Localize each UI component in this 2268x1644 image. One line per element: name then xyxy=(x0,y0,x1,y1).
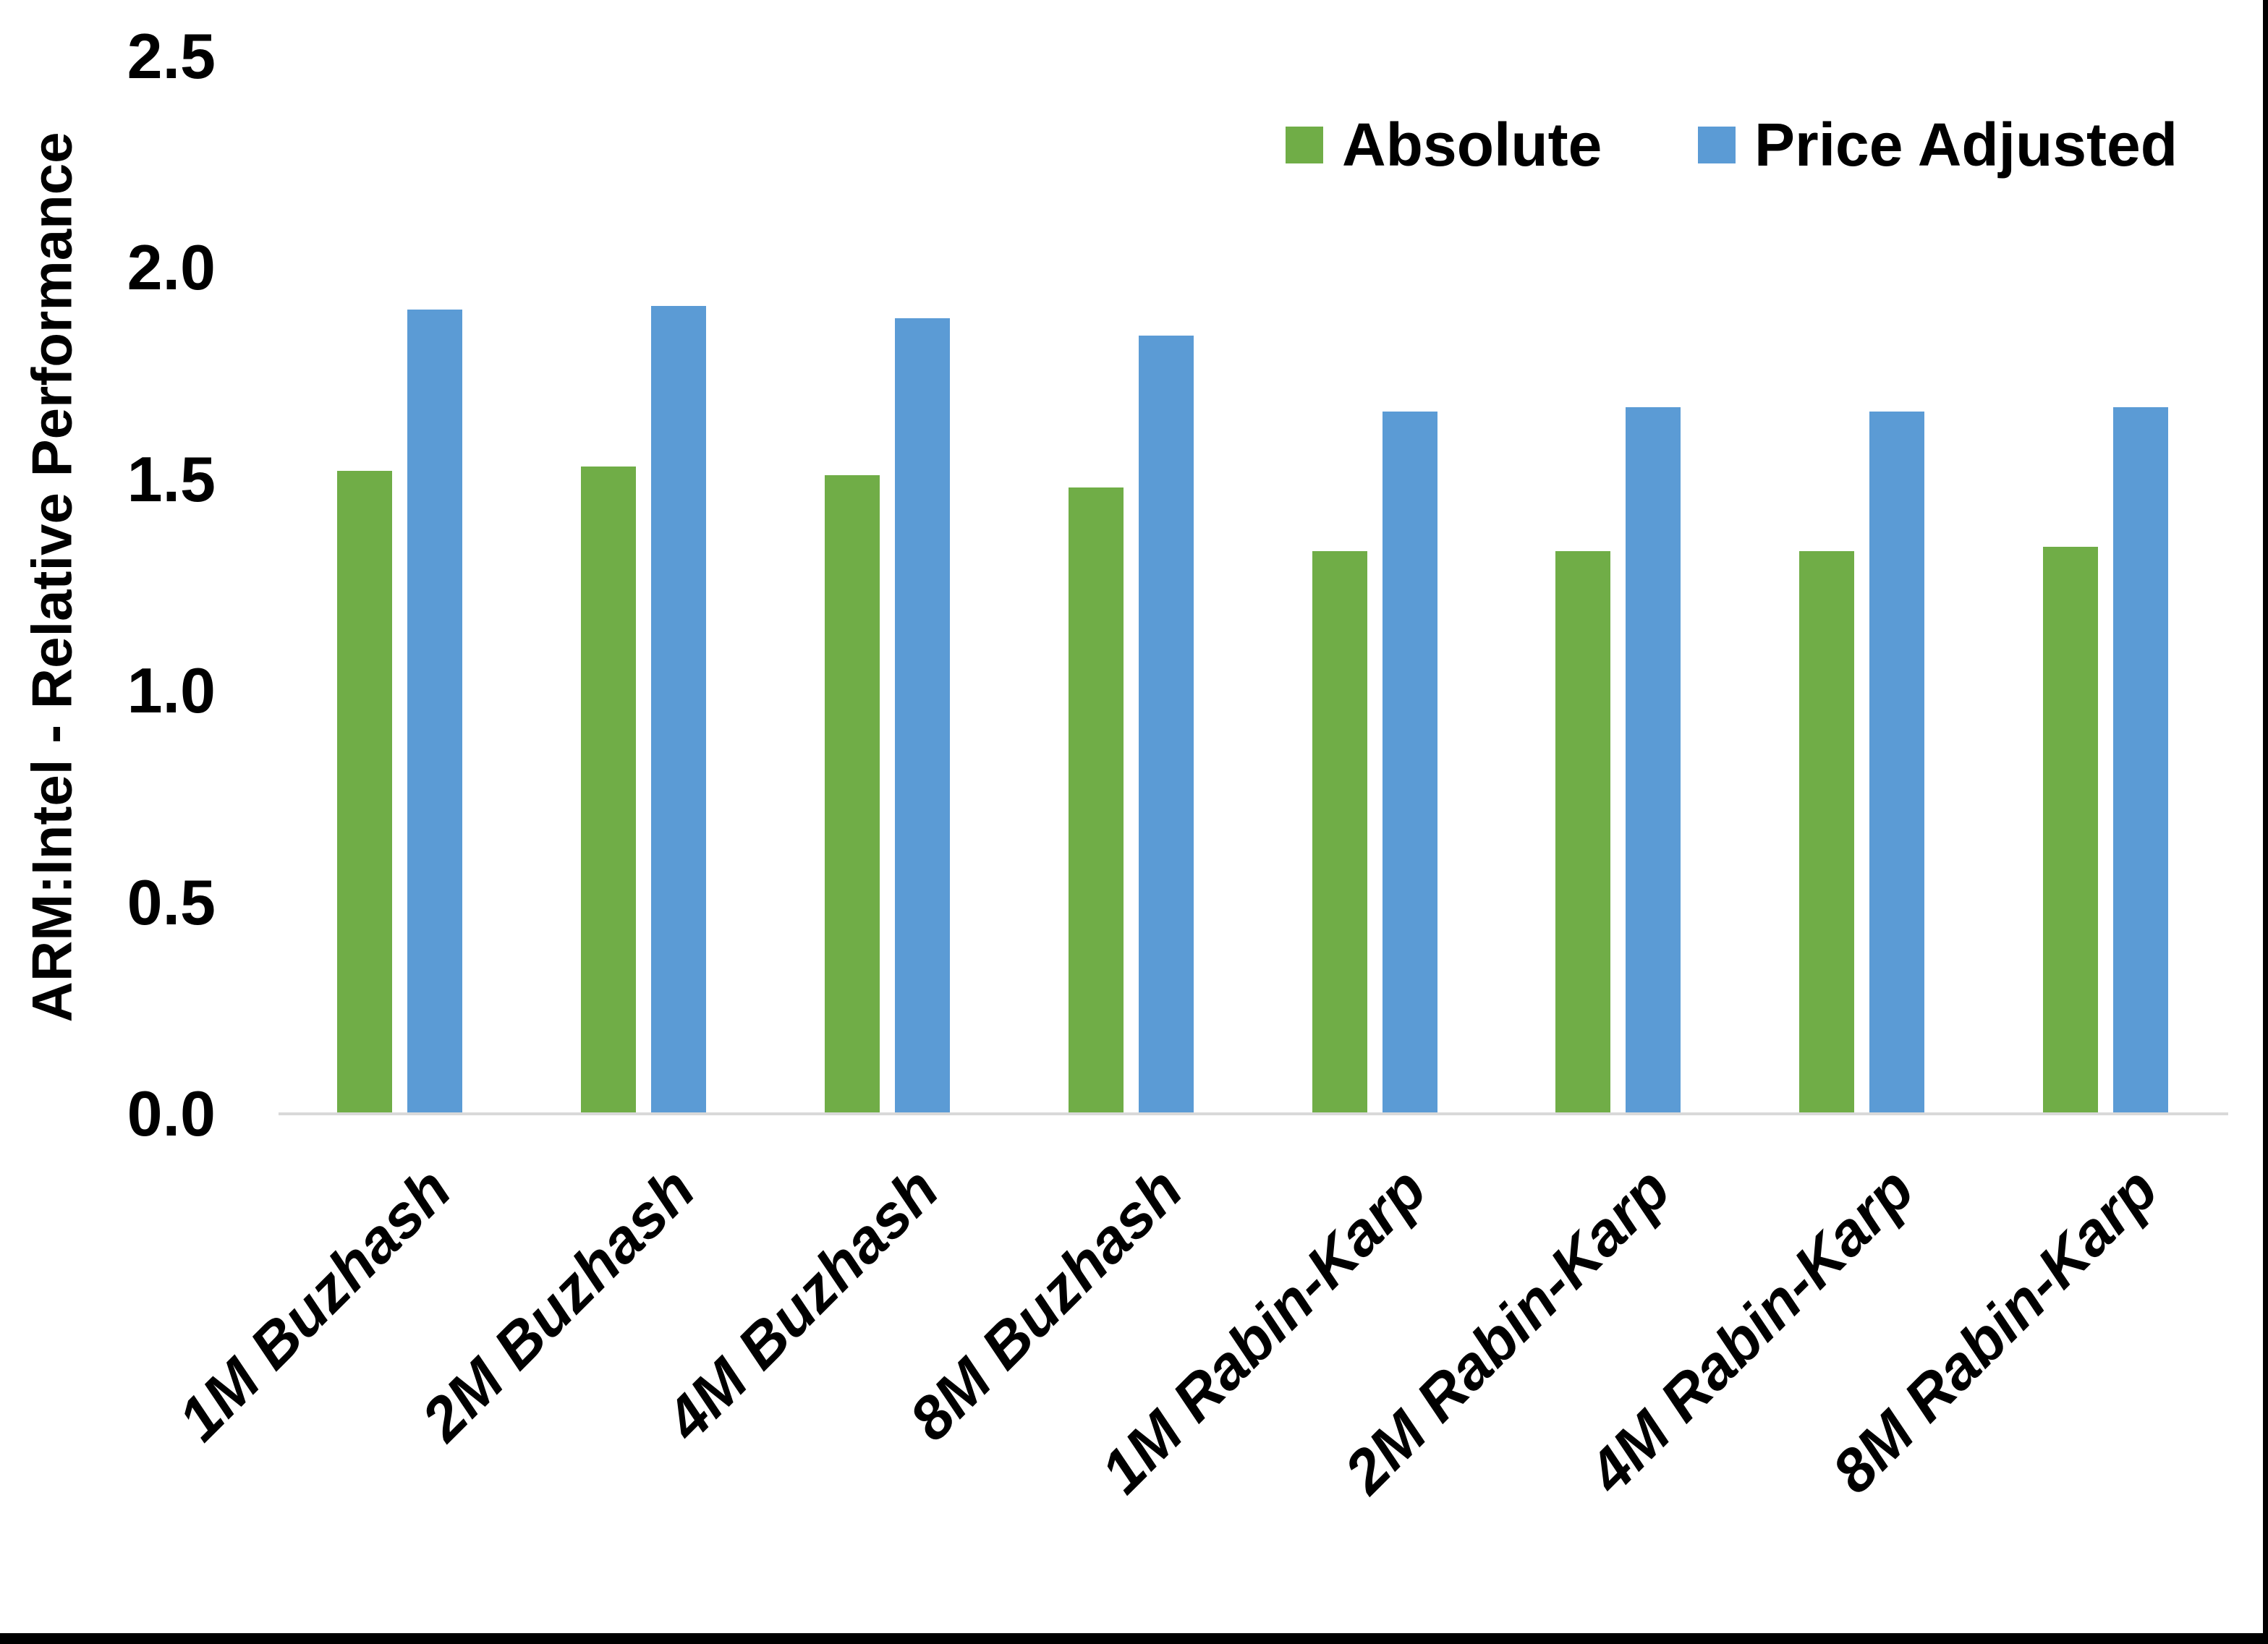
bar-absolute-1m-buzhash xyxy=(337,471,392,1114)
bar-absolute-8m-rabin-karp xyxy=(2043,547,2098,1114)
screen-bottom-edge xyxy=(0,1633,2268,1644)
bar-price-adjusted-1m-rabin-karp xyxy=(1383,412,1437,1114)
y-axis-tick-label: 0.0 xyxy=(127,1078,216,1149)
legend-label: Absolute xyxy=(1342,111,1602,179)
bar-absolute-2m-buzhash xyxy=(581,467,636,1114)
bar-price-adjusted-2m-rabin-karp xyxy=(1626,407,1681,1114)
y-axis-tick-label: 0.5 xyxy=(127,866,216,938)
y-axis-tick-label: 2.5 xyxy=(127,20,216,92)
legend-item-price-adjusted: Price Adjusted xyxy=(1698,114,2178,175)
bar-absolute-8m-buzhash xyxy=(1069,487,1124,1114)
bar-absolute-1m-rabin-karp xyxy=(1312,551,1367,1114)
x-axis-line xyxy=(279,1112,2228,1115)
bar-price-adjusted-1m-buzhash xyxy=(407,310,462,1114)
y-axis-tick-label: 2.0 xyxy=(127,231,216,303)
y-axis-tick-label: 1.5 xyxy=(127,443,216,515)
legend-item-absolute: Absolute xyxy=(1286,114,1602,175)
legend-label: Price Adjusted xyxy=(1754,111,2178,179)
bar-price-adjusted-2m-buzhash xyxy=(651,306,706,1114)
bar-absolute-4m-rabin-karp xyxy=(1799,551,1854,1114)
bar-price-adjusted-8m-rabin-karp xyxy=(2113,407,2168,1114)
screen-right-edge xyxy=(2263,0,2268,1644)
bar-price-adjusted-4m-buzhash xyxy=(895,318,950,1114)
bar-absolute-4m-buzhash xyxy=(825,475,880,1114)
bar-absolute-2m-rabin-karp xyxy=(1555,551,1610,1114)
legend-swatch-icon xyxy=(1286,126,1323,163)
y-axis-tick-label: 1.0 xyxy=(127,655,216,726)
bar-price-adjusted-8m-buzhash xyxy=(1139,336,1194,1114)
legend-swatch-icon xyxy=(1698,126,1736,163)
bar-price-adjusted-4m-rabin-karp xyxy=(1869,412,1924,1114)
